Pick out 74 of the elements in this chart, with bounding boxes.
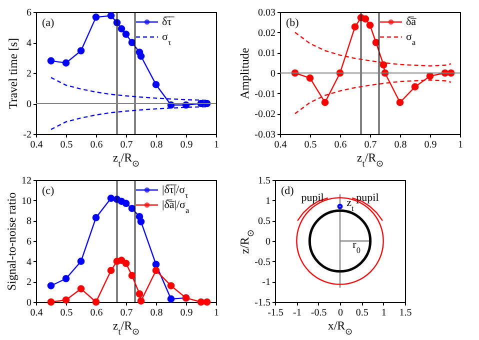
y-tick-label: 1.5 (258, 176, 270, 186)
x-tick-label: 0.4 (274, 140, 287, 150)
y-tick-label: 0 (266, 236, 270, 248)
y-axis-title: Amplitude (238, 48, 252, 100)
y-tick-label: 0 (26, 99, 32, 110)
x-tick-label: 0.5 (304, 140, 317, 150)
y-tick-label: 10 (22, 196, 32, 207)
x-axis-title: z$_{t}$/R$_{⊙}$ (112, 318, 140, 336)
annotation: r$_{0}$ (352, 239, 360, 255)
x-tick-label: 0.7 (364, 140, 377, 150)
x-tick-label: 0.4 (30, 308, 43, 318)
annotation: (c) (42, 185, 55, 197)
y-tick-label: 6 (26, 236, 32, 248)
x-tick-label: 0.6 (90, 308, 103, 318)
x-tick-label: 0.6 (90, 140, 103, 150)
x-tick-label: 1 (381, 308, 386, 318)
x-tick-label: -1 (292, 308, 302, 318)
y-tick-label: 4 (26, 256, 32, 268)
y-tick-label: -2 (23, 130, 32, 140)
x-axis-title: z$_{t}$/R$_{⊙}$ (112, 150, 140, 168)
x-tick-label: 0.5 (60, 308, 73, 318)
x-tick-label: 0.5 (356, 308, 368, 318)
x-tick-label: 0.6 (334, 140, 347, 150)
x-tick-label: 0.8 (394, 140, 407, 150)
annotation: (a) (42, 17, 55, 29)
y-tick-label: 0.02 (258, 28, 276, 39)
x-tick-label: -0.5 (310, 308, 327, 318)
y-tick-label: -0.01 (254, 88, 276, 100)
x-tick-label: 0.8 (150, 308, 163, 318)
x-axis-title: z$_{t}$/R$_{⊙}$ (356, 150, 384, 168)
y-tick-label: 0 (26, 298, 32, 308)
x-tick-label: 0.8 (150, 140, 163, 150)
legend-label: |δ̅τ̅|/σ$_{τ}$ (162, 184, 189, 200)
legend-label: σ$_{a}$ (406, 31, 416, 46)
y-tick-label: -0.02 (254, 109, 276, 120)
x-tick-label: 0.9 (180, 308, 193, 318)
y-tick-label: 6 (26, 8, 32, 18)
legend-label: |δ̅a̅|/σ$_{a}$ (162, 199, 190, 214)
y-tick-label: 0 (270, 68, 276, 80)
x-tick-label: 0.9 (180, 140, 193, 150)
x-tick-label: 0.4 (30, 140, 43, 150)
y-tick-label: 0.03 (258, 8, 276, 18)
y-tick-label: -1 (262, 277, 270, 288)
x-tick-label: 0.5 (60, 140, 73, 150)
y-tick-label: 8 (26, 216, 32, 228)
x-tick-label: 0.7 (120, 140, 133, 150)
y-tick-label: 2 (26, 277, 32, 288)
x-axis-title: x/R$_{⊙}$ (328, 318, 354, 336)
legend-label: δ̅a̅ (406, 16, 417, 28)
y-axis-title: Signal-to-noise ratio (4, 192, 18, 291)
y-tick-label: -0.5 (254, 256, 270, 268)
x-tick-label: 1 (214, 308, 219, 318)
x-tick-label: 1.5 (399, 308, 412, 318)
x-tick-label: 0 (338, 308, 343, 318)
x-tick-label: 0.7 (120, 308, 133, 318)
annotation: (b) (286, 17, 300, 29)
annotation: z$_{t}$ (346, 197, 354, 213)
y-tick-label: 2 (26, 68, 32, 80)
y-tick-label: -1.5 (254, 298, 270, 308)
x-tick-label: 0.9 (424, 140, 437, 150)
x-tick-label: 1 (458, 140, 463, 150)
y-tick-label: 4 (26, 38, 32, 49)
annotation: pupil (301, 192, 324, 204)
y-tick-label: 1 (266, 196, 270, 207)
annotation: (d) (281, 185, 294, 197)
y-tick-label: 12 (22, 176, 32, 186)
y-tick-label: 0.01 (258, 48, 276, 60)
x-tick-label: 1 (214, 140, 219, 150)
legend-label: σ$_{τ}$ (162, 31, 172, 46)
y-axis-title: Travel time [s] (6, 38, 20, 109)
y-tick-label: -0.03 (254, 130, 276, 140)
y-tick-label: 0.5 (258, 216, 270, 228)
annotation: pupil (356, 192, 379, 204)
legend-label: δ̅τ̅ (162, 16, 175, 28)
